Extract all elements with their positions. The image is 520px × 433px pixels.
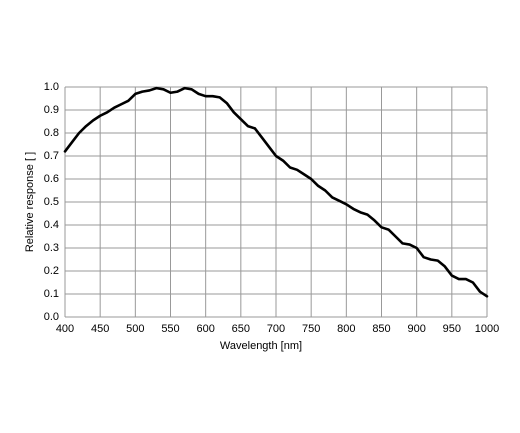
- x-tick-label: 750: [302, 323, 320, 335]
- y-tick-label: 0.2: [44, 265, 59, 277]
- y-axis-label: Relative response [ ]: [24, 152, 36, 252]
- x-tick-label: 650: [232, 323, 250, 335]
- x-tick-label: 850: [372, 323, 390, 335]
- x-tick-label: 900: [407, 323, 425, 335]
- y-tick-label: 0.7: [44, 150, 59, 162]
- x-tick-label: 450: [91, 323, 109, 335]
- x-tick-label: 400: [56, 323, 74, 335]
- y-tick-label: 1.0: [44, 81, 59, 93]
- y-tick-label: 0.4: [44, 219, 59, 231]
- y-tick-label: 0.3: [44, 242, 59, 254]
- y-tick-label: 0.9: [44, 104, 59, 116]
- y-tick-label: 0.6: [44, 173, 59, 185]
- x-tick-label: 700: [267, 323, 285, 335]
- x-tick-label: 1000: [475, 323, 499, 335]
- y-tick-label: 0.5: [44, 196, 59, 208]
- x-tick-label: 500: [126, 323, 144, 335]
- x-tick-label: 800: [337, 323, 355, 335]
- y-tick-label: 0.8: [44, 127, 59, 139]
- line: [63, 86, 489, 298]
- x-tick-label: 950: [443, 323, 461, 335]
- y-tick-label: 0.1: [44, 288, 59, 300]
- y-tick-label: 0.0: [44, 311, 59, 323]
- x-tick-label: 550: [161, 323, 179, 335]
- x-axis-label: Wavelength [nm]: [220, 340, 302, 352]
- x-tick-label: 600: [196, 323, 214, 335]
